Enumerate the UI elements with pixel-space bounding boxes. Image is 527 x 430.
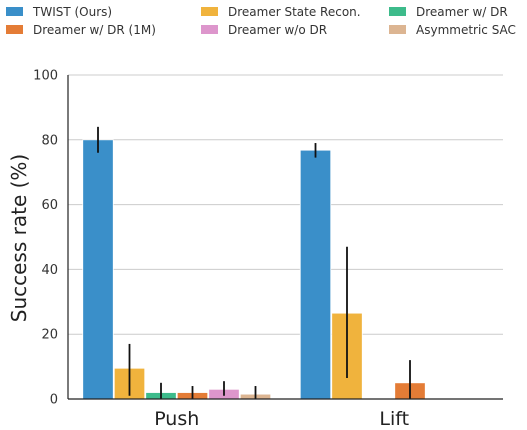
legend-swatch [389, 7, 406, 16]
legend-label: Dreamer w/o DR [228, 23, 327, 37]
x-tick-label: Lift [379, 408, 409, 430]
y-tick-label: 100 [33, 69, 58, 84]
legend-swatch [201, 25, 218, 34]
y-tick-label: 40 [41, 263, 58, 278]
x-tick-label: Push [154, 408, 199, 430]
y-tick-label: 20 [41, 328, 58, 343]
legend-swatch [201, 7, 218, 16]
legend-label: Dreamer w/ DR [416, 5, 508, 19]
bar [299, 149, 332, 400]
error-bars [97, 126, 411, 399]
axes: 0 20 40 60 80 100 Push Lift [33, 69, 503, 430]
y-axis-label: Success rate (%) [7, 154, 31, 322]
y-tick-label: 60 [41, 198, 58, 213]
legend-label: Asymmetric SAC [416, 23, 516, 37]
legend-swatch [389, 25, 406, 34]
y-tick-label: 80 [41, 133, 58, 148]
legend-label: Dreamer State Recon. [228, 5, 361, 19]
gridlines [68, 74, 503, 335]
legend-label: TWIST (Ours) [32, 5, 112, 19]
legend-label: Dreamer w/ DR (1M) [33, 23, 156, 37]
y-tick-label: 0 [50, 393, 58, 408]
legend: TWIST (Ours) Dreamer State Recon. Dreamer … [6, 5, 516, 37]
legend-swatch [6, 25, 23, 34]
bar [82, 139, 114, 400]
legend-swatch [6, 7, 23, 16]
